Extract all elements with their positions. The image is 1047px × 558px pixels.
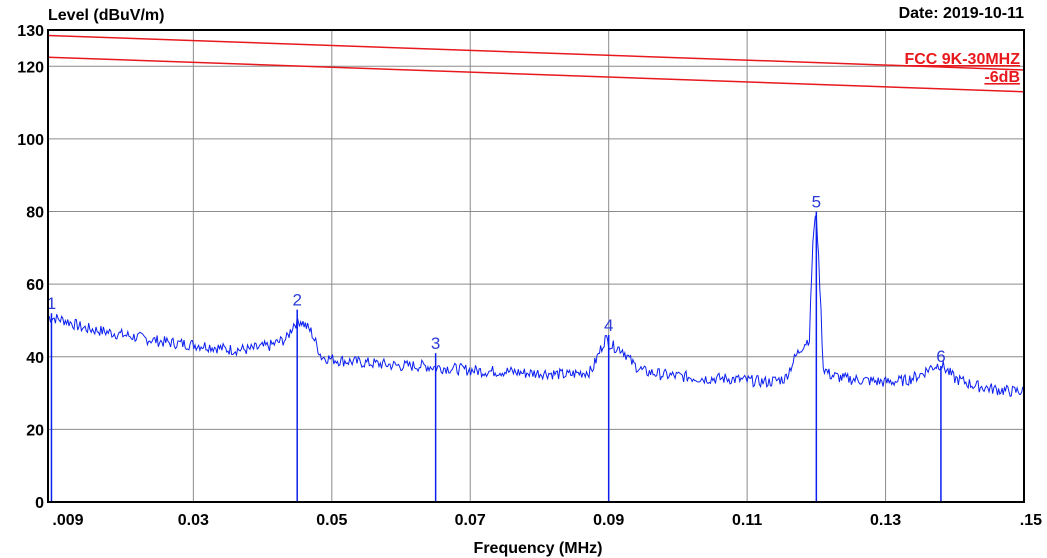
y-tick-label: 120 — [17, 59, 44, 76]
y-tick-label: 130 — [17, 23, 44, 40]
x-tick-label: .15 — [1020, 512, 1042, 529]
trace-line — [47, 212, 1025, 397]
marker-label: 4 — [604, 316, 613, 335]
markers: 1 2 3 4 5 6 — [47, 193, 946, 502]
limit-line — [47, 56, 1025, 93]
marker-label: 5 — [812, 193, 821, 212]
y-tick-label: 0 — [35, 495, 44, 512]
date-label: Date: 2019-10-11 — [899, 5, 1025, 22]
y-tick-label: 40 — [26, 350, 44, 367]
y-tick-label: 80 — [26, 205, 44, 222]
x-tick-label: 0.11 — [732, 512, 762, 529]
y-tick-label: 100 — [17, 132, 44, 149]
marker-label: 6 — [936, 347, 945, 366]
plot-frame — [47, 29, 1025, 503]
x-tick-label: 0.05 — [316, 512, 347, 529]
x-axis-label: Frequency (MHz) — [474, 540, 603, 557]
grid — [48, 30, 1024, 502]
limit-legend: FCC 9K-30MHZ-6dB — [904, 51, 1020, 86]
x-tick-label: 0.09 — [593, 512, 624, 529]
limit-lines — [47, 34, 1025, 93]
limit-legend-entry: FCC 9K-30MHZ — [904, 51, 1020, 68]
x-tick-label: 0.03 — [178, 512, 209, 529]
x-tick-label: 0.07 — [455, 512, 486, 529]
x-tick-label: .009 — [52, 512, 83, 529]
y-axis-label: Level (dBuV/m) — [48, 7, 164, 24]
marker-label: 2 — [292, 291, 301, 310]
y-tick-label: 60 — [26, 277, 44, 294]
y-tick-label: 20 — [26, 422, 44, 439]
marker-label: 3 — [431, 334, 440, 353]
x-tick-labels: .009 0.03 0.05 0.07 0.09 0.11 0.13 .15 — [52, 512, 1042, 529]
trace-series — [47, 212, 1025, 397]
y-tick-labels: 0 20 40 60 80 100 120 130 — [17, 23, 44, 512]
limit-legend-entry: -6dB — [984, 69, 1020, 86]
x-tick-label: 0.13 — [870, 512, 901, 529]
marker-label: 1 — [47, 294, 56, 313]
limit-line — [47, 34, 1025, 71]
